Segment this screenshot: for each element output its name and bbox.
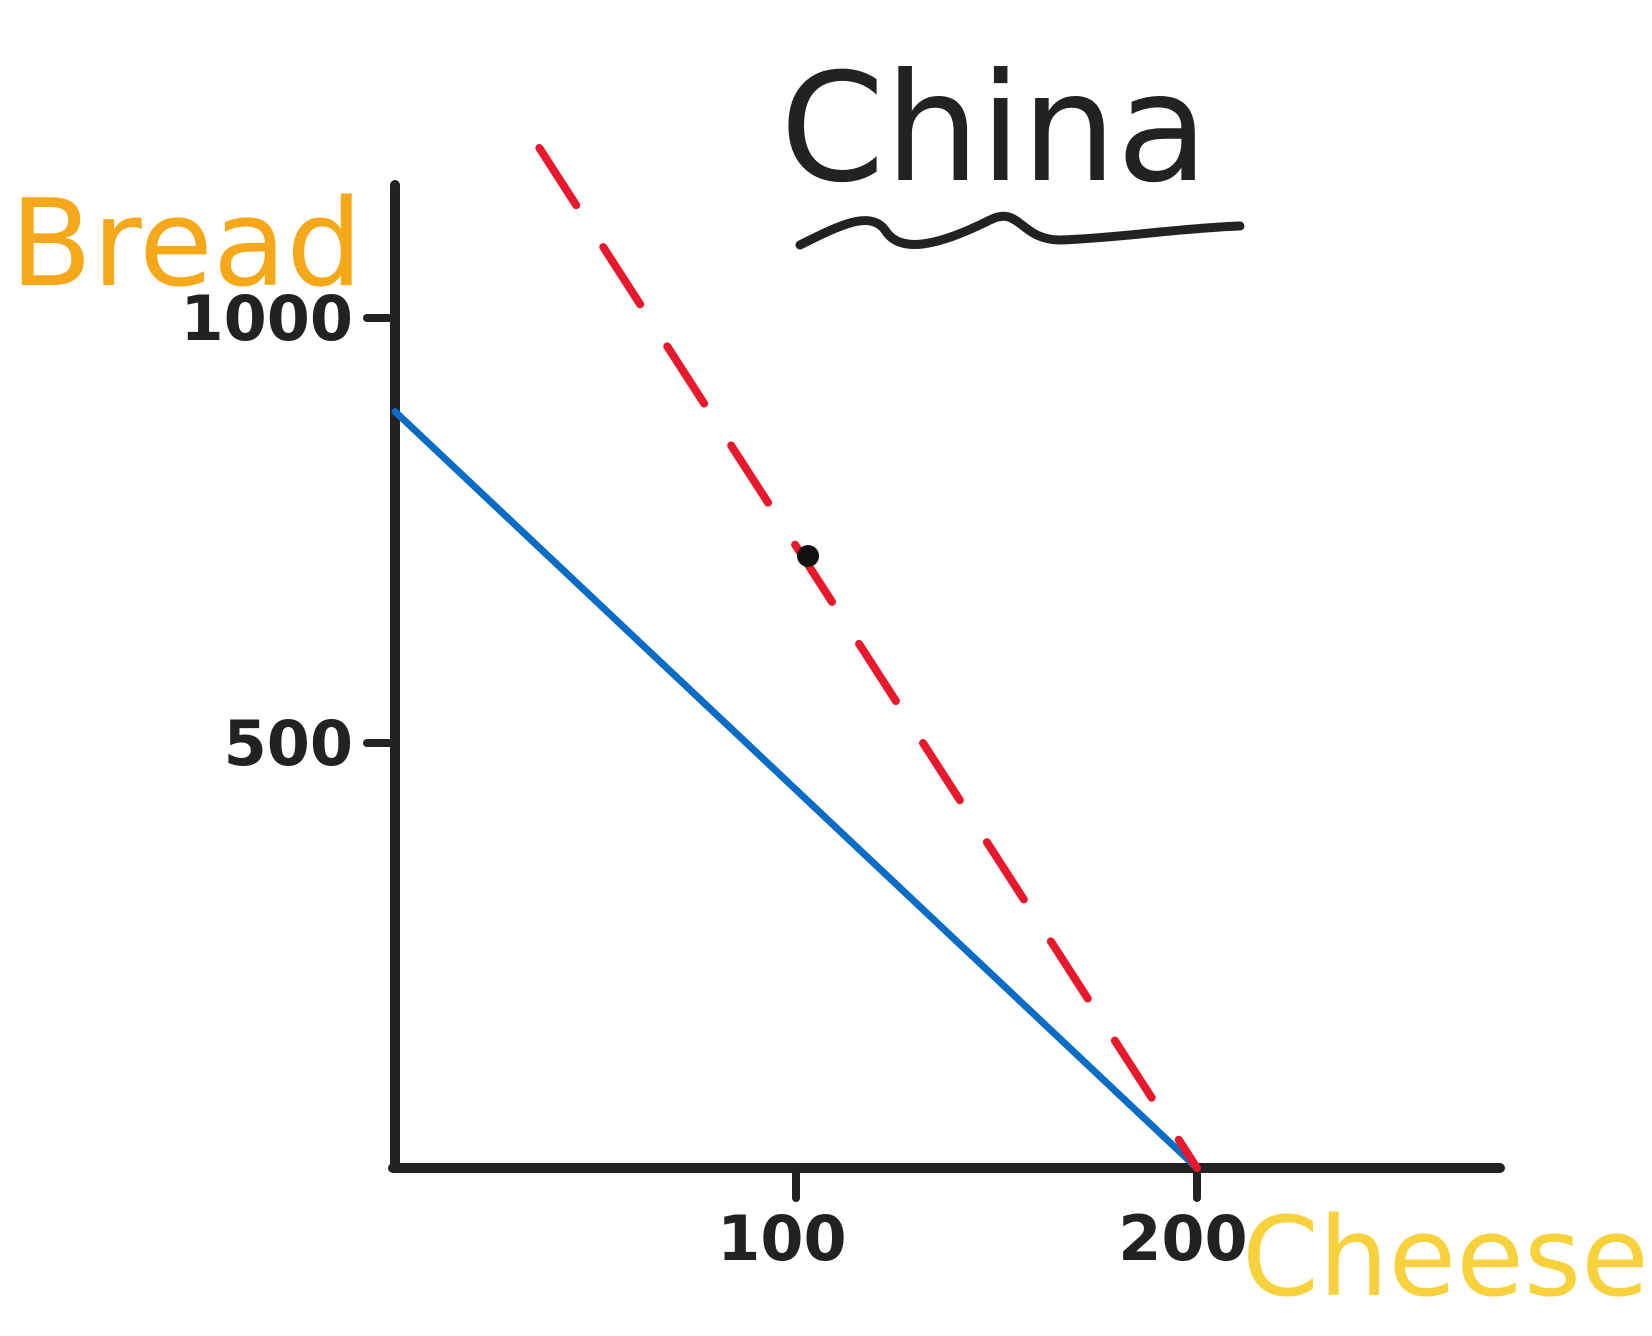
points-layer (797, 545, 820, 567)
x-axis-label: Cheese (1242, 1193, 1649, 1321)
x-tick-label-100: 100 (717, 1202, 846, 1275)
y-axis-label: Bread (10, 175, 363, 314)
solid-series-line (391, 408, 1201, 1172)
y-tick-label-1000: 1000 (180, 282, 353, 355)
axes-layer (388, 180, 1505, 1173)
y-tick-label-500: 500 (224, 707, 353, 780)
chart-title: China (780, 42, 1208, 216)
data-point-0 (797, 545, 820, 567)
dashed-series-line (535, 144, 1201, 1172)
x-tick-label-200: 200 (1118, 1202, 1247, 1275)
title-underline (795, 211, 1245, 250)
series-layer (391, 144, 1201, 1172)
ticks-layer: 500 1000 100 200 (180, 282, 1247, 1275)
